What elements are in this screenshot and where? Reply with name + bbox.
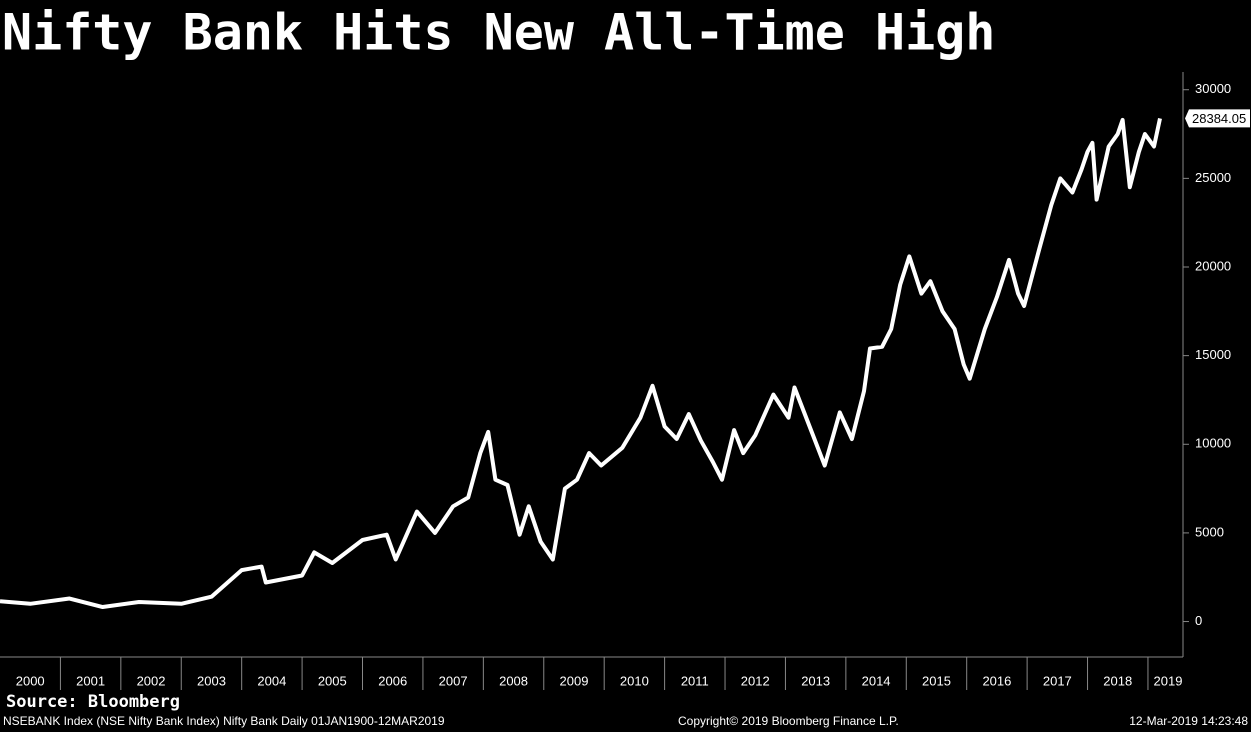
x-tick-label: 2004 [257,673,286,688]
y-tick-label: 10000 [1195,436,1231,451]
x-tick-label: 2000 [16,673,45,688]
x-tick-label: 2019 [1154,673,1183,688]
last-value-label: 28384.05 [1192,111,1246,126]
x-tick-label: 2013 [801,673,830,688]
y-tick-label: 30000 [1195,81,1231,96]
x-tick-label: 2011 [681,673,709,688]
x-tick-label: 2002 [137,673,166,688]
y-tick-label: 20000 [1195,258,1231,273]
footer-right: 12-Mar-2019 14:23:48 [1129,714,1248,728]
last-value-box [1185,109,1250,128]
x-tick-label: 2012 [741,673,770,688]
chart-title: Nifty Bank Hits New All-Time High [2,4,995,62]
footer-center: Copyright© 2019 Bloomberg Finance L.P. [678,714,899,728]
x-tick-label: 2010 [620,673,649,688]
y-tick-label: 15000 [1195,347,1231,362]
line-series [0,117,1162,609]
x-tick-label: 2007 [439,673,468,688]
y-tick-label: 0 [1195,613,1202,628]
x-tick-label: 2005 [318,673,347,688]
x-tick-label: 2017 [1043,673,1072,688]
source: Source: Bloomberg [6,692,180,712]
x-tick-label: 2009 [560,673,589,688]
x-tick-label: 2018 [1103,673,1132,688]
footer-left: NSEBANK Index (NSE Nifty Bank Index) Nif… [3,714,445,728]
x-tick-label: 2008 [499,673,528,688]
x-tick-label: 2015 [922,673,951,688]
x-tick-label: 2014 [862,673,891,688]
x-tick-label: 2016 [982,673,1011,688]
y-tick-label: 5000 [1195,524,1224,539]
y-tick-label: 25000 [1195,170,1231,185]
x-tick-label: 2006 [378,673,407,688]
x-tick-label: 2003 [197,673,226,688]
x-tick-label: 2001 [76,673,105,688]
